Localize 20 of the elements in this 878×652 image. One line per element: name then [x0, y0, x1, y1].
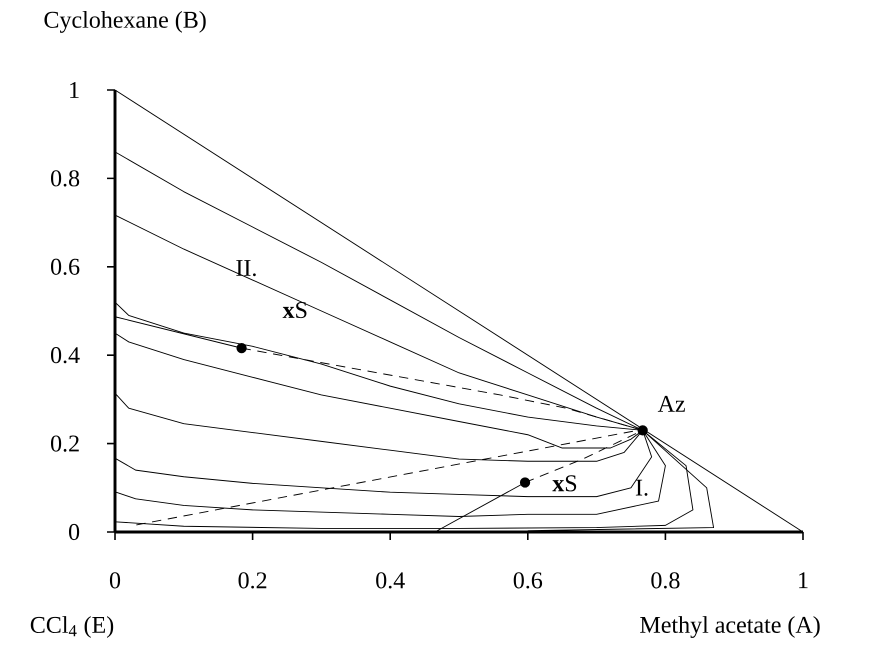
- annotation: xS: [552, 475, 576, 492]
- annotation: xS: [282, 302, 306, 318]
- annotation: Az: [658, 396, 685, 412]
- y-tick-label: 0.6: [50, 258, 80, 275]
- x-tick-label: 0.4: [376, 572, 405, 589]
- x-tick-label: 0.6: [514, 572, 542, 589]
- x-tick-label: 0.2: [238, 572, 266, 589]
- y-tick-label: 0.8: [50, 170, 80, 187]
- y-tick-label: 0: [68, 524, 80, 540]
- y-tick-label: 0.2: [50, 435, 79, 452]
- x-tick-label: 0.8: [651, 572, 680, 589]
- y-tick-label: 0.4: [50, 347, 80, 364]
- annotation: I.: [636, 480, 648, 496]
- x-tick-label: 1: [799, 572, 808, 588]
- x-tick-label: 0: [110, 572, 120, 588]
- text: CCl$_{4}$ (E): [30, 616, 114, 638]
- y-tick-label: 1: [70, 82, 79, 98]
- y-axis-title: Cyclohexane (B): [44, 10, 206, 33]
- annotation: II.: [236, 260, 256, 276]
- x-axis-title: Methyl acetate (A): [640, 616, 820, 638]
